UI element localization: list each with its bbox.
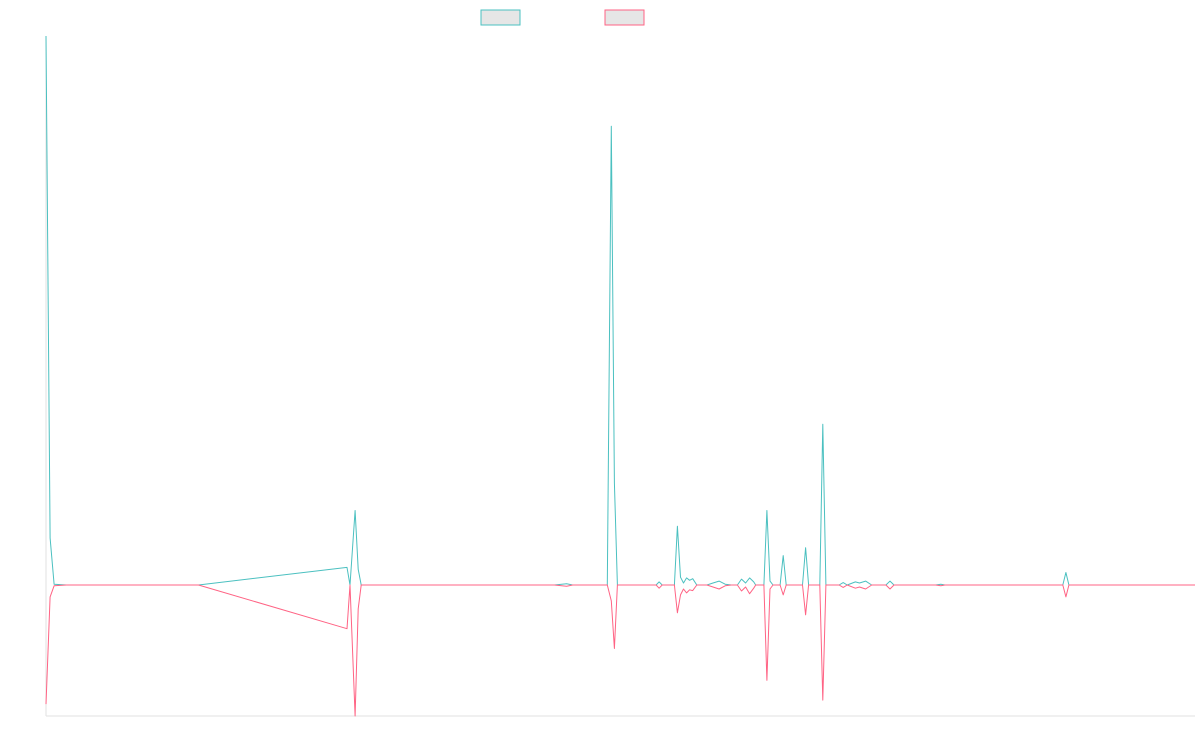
plot-area (45, 35, 1195, 717)
legend-swatch-series-b[interactable] (604, 9, 645, 26)
legend (480, 9, 645, 26)
legend-swatch-series-a[interactable] (480, 9, 521, 26)
series-b-line (45, 584, 1195, 717)
axes (45, 36, 1195, 717)
series-a-line (45, 35, 1195, 586)
